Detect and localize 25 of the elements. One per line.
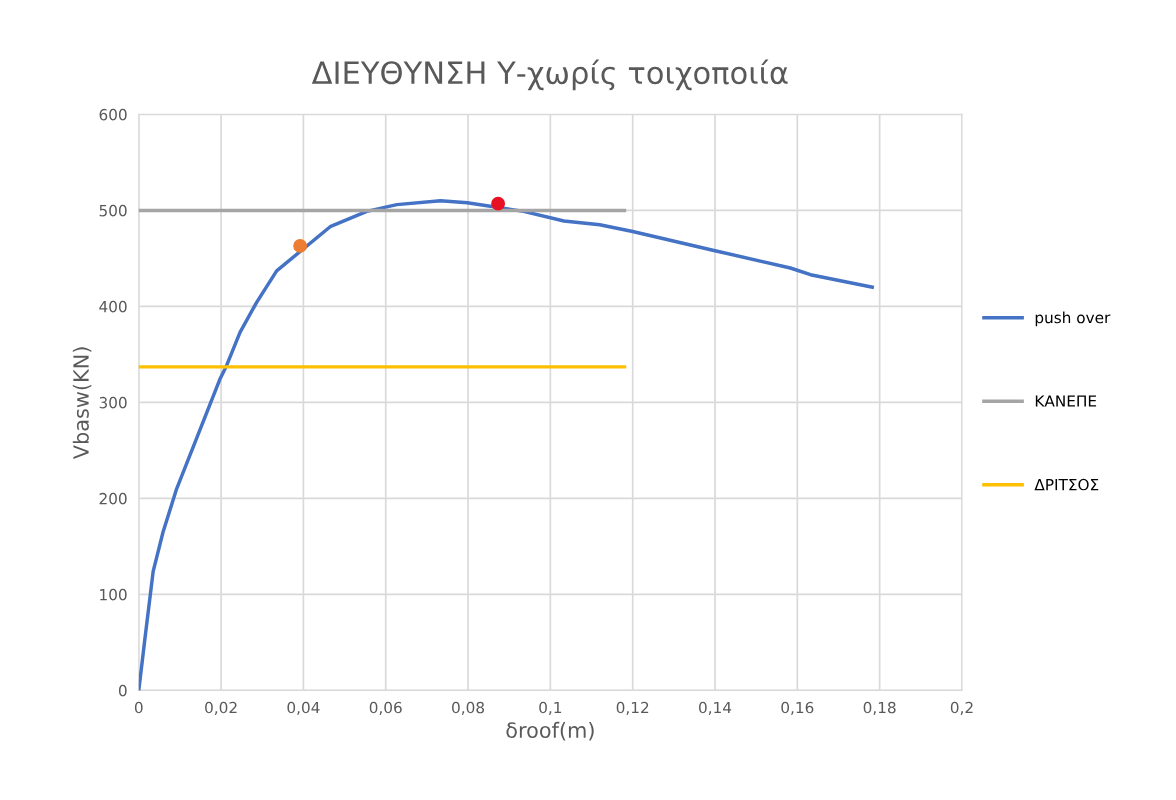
line-series [138,199,874,691]
y-axis-title: Vbasw(KN) [72,347,92,460]
legend-label: push over [1035,311,1111,327]
y-tick-label: 200 [99,492,127,505]
x-tick-label: 0,2 [950,701,973,715]
x-tick-label: 0,12 [616,701,649,715]
x-tick-label: 0,08 [452,701,485,715]
y-tick-label: 300 [99,396,127,409]
x-tick-label: 0,1 [539,701,562,715]
x-tick-label: 0,14 [699,701,732,715]
x-tick-label: 0,16 [781,701,814,715]
x-tick-label: 0 [134,701,143,714]
x-tick-label: 0,06 [369,701,402,715]
legend-label: ΚΑΝΕΠΕ [1035,395,1097,407]
y-tick-label: 400 [99,300,127,313]
y-tick-label: 100 [100,588,127,601]
x-tick-label: 0,18 [863,701,896,715]
x-axis-title: δroof(m) [506,721,594,741]
x-tick-label: 0,04 [287,701,320,715]
y-tick-label: 0 [118,684,127,697]
y-tick-label: 600 [99,108,127,121]
y-tick-label: 500 [99,204,127,217]
x-tick-label: 0,02 [205,701,237,715]
chart-title: ΔΙΕΥΘΥΝΣΗ Υ-χωρίς τοιχοποιία [311,59,788,91]
legend-label: ΔΡΙΤΣΟΣ [1034,478,1099,491]
